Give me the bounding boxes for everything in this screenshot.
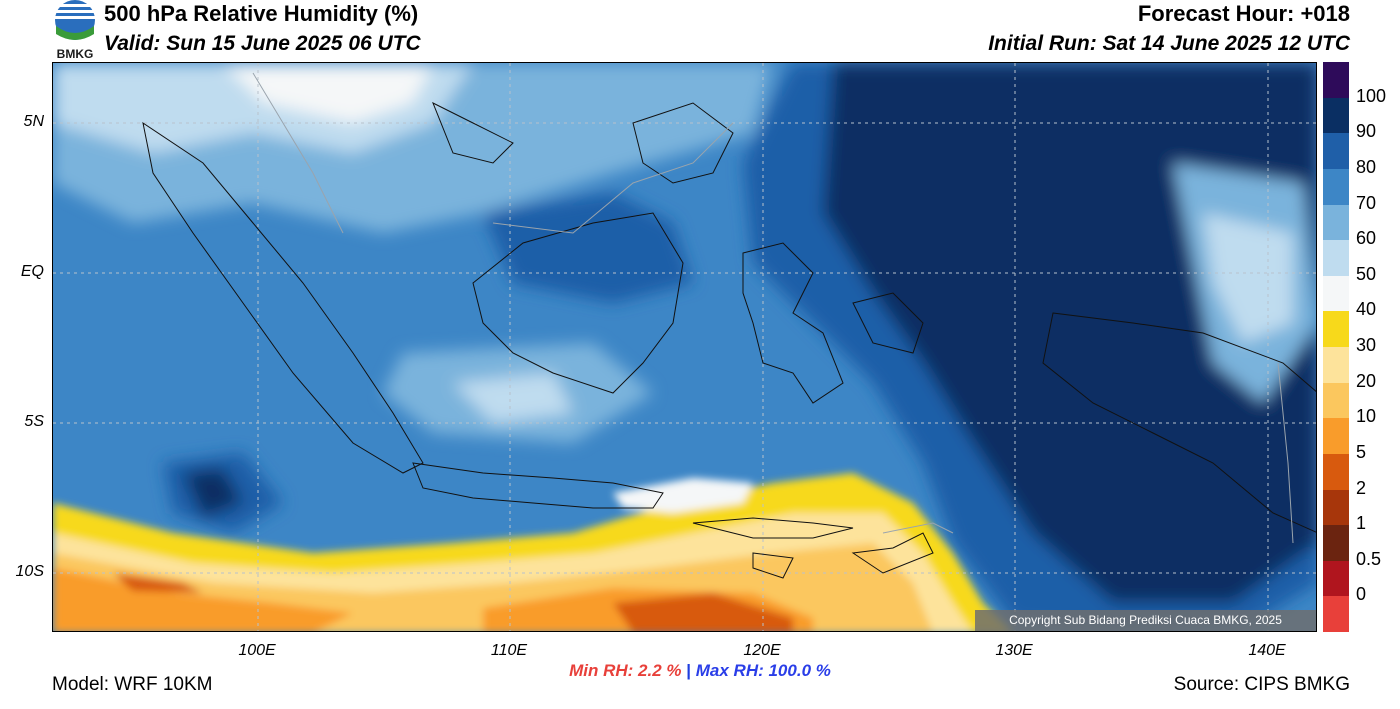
colorbar-label: 0.5 xyxy=(1356,548,1382,569)
valid-time: Valid: Sun 15 June 2025 06 UTC xyxy=(104,32,421,55)
colorbar-segment xyxy=(1323,133,1349,169)
lon-label-100e: 100E xyxy=(238,642,276,659)
source-label: Source: CIPS BMKG xyxy=(1173,674,1350,695)
colorbar-segment xyxy=(1323,168,1349,205)
colorbar-segment xyxy=(1323,453,1349,490)
humidity-map[interactable] xyxy=(52,62,1317,632)
lon-label-130e: 130E xyxy=(995,642,1033,659)
colorbar-label: 90 xyxy=(1356,121,1377,142)
min-rh: Min RH: 2.2 % xyxy=(569,661,682,680)
colorbar-segment xyxy=(1323,204,1349,241)
humidity-field xyxy=(53,63,1316,631)
initial-run: Initial Run: Sat 14 June 2025 12 UTC xyxy=(988,32,1350,55)
colorbar-segment xyxy=(1323,275,1349,312)
colorbar-segment xyxy=(1323,525,1349,561)
map-title: 500 hPa Relative Humidity (%) xyxy=(104,1,419,26)
colorbar-segment xyxy=(1323,97,1349,134)
colorbar-label: 10 xyxy=(1356,406,1377,427)
colorbar-label: 60 xyxy=(1356,228,1377,249)
colorbar-label: 50 xyxy=(1356,263,1377,284)
colorbar-label: 20 xyxy=(1356,370,1377,391)
colorbar-label: 2 xyxy=(1356,477,1367,498)
colorbar-segment xyxy=(1323,62,1349,98)
colorbar-label: 0 xyxy=(1356,584,1367,605)
max-rh: Max RH: 100.0 % xyxy=(695,661,831,680)
copyright-notice: Copyright Sub Bidang Prediksi Cuaca BMKG… xyxy=(975,610,1316,631)
colorbar-label: 80 xyxy=(1356,156,1377,177)
colorbar-label: 70 xyxy=(1356,192,1377,213)
lon-label-120e: 120E xyxy=(743,642,781,659)
colorbar-label: 40 xyxy=(1356,299,1377,320)
colorbar-label: 30 xyxy=(1356,335,1377,355)
colorbar-segment xyxy=(1323,382,1349,419)
colorbar-label: 1 xyxy=(1356,513,1367,534)
colorbar-segment xyxy=(1323,347,1349,383)
colorbar-segment xyxy=(1323,560,1349,597)
colorbar-segment xyxy=(1323,596,1349,632)
bmkg-logo-icon: BMKG xyxy=(50,0,102,62)
lat-label-5n: 5N xyxy=(23,113,44,130)
colorbar-label: 100 xyxy=(1356,85,1387,106)
colorbar-segment xyxy=(1323,418,1349,454)
rh-stats: Min RH: 2.2 % | Max RH: 100.0 % xyxy=(0,661,1400,681)
stats-separator: | xyxy=(686,661,692,680)
svg-text:BMKG: BMKG xyxy=(57,47,94,61)
lat-label-10s: 10S xyxy=(15,563,44,580)
lat-label-eq: EQ xyxy=(20,263,44,280)
lon-label-140e: 140E xyxy=(1248,642,1286,659)
lat-label-5s: 5S xyxy=(24,413,44,430)
colorbar-segment xyxy=(1323,240,1349,276)
colorbar-segment xyxy=(1323,311,1349,347)
lon-label-110e: 110E xyxy=(490,642,528,659)
colorbar-label: 5 xyxy=(1356,441,1367,462)
colorbar xyxy=(1323,62,1349,632)
model-label: Model: WRF 10KM xyxy=(52,674,213,695)
colorbar-segment xyxy=(1323,489,1349,526)
forecast-hour: Forecast Hour: +018 xyxy=(1137,1,1350,26)
